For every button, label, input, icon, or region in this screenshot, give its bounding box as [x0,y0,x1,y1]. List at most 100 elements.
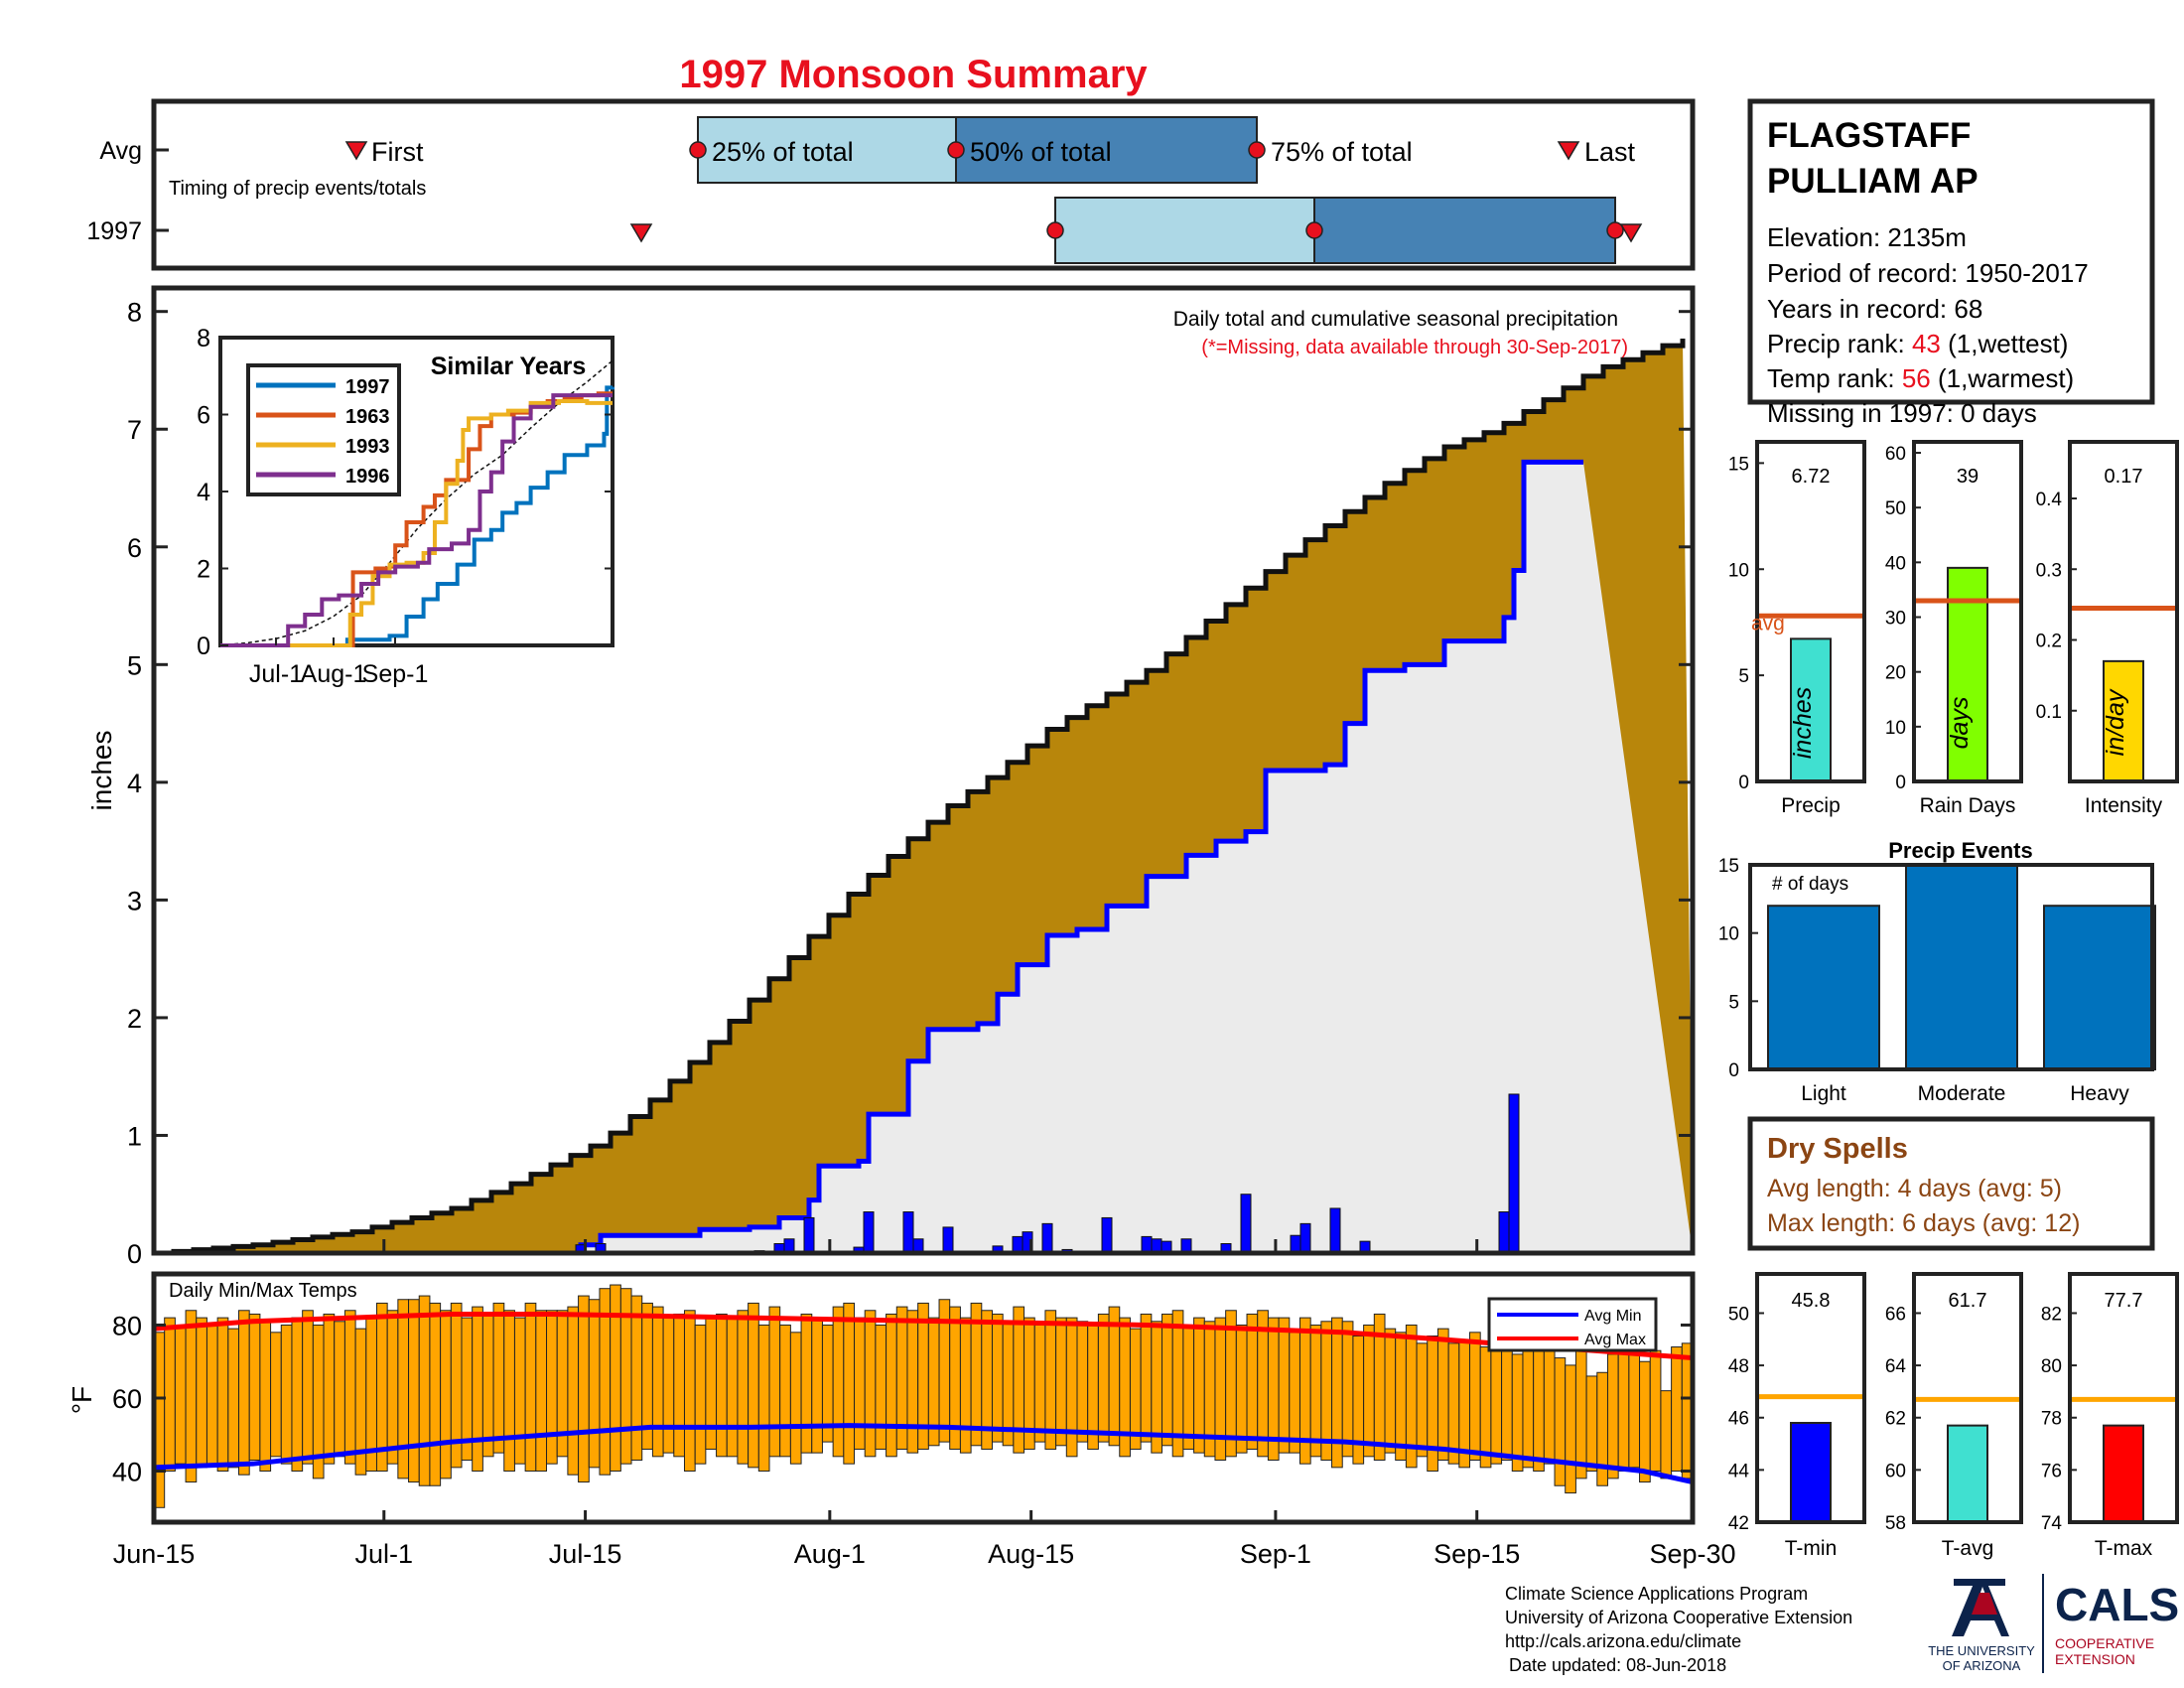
precip-events-note: # of days [1772,874,1848,895]
temp-bar [164,1317,176,1473]
summary-bar-tick: 0.3 [2036,560,2062,581]
temp-bar [811,1317,823,1454]
inset-legend-1996: 1996 [345,466,390,488]
temp-bar [832,1306,845,1458]
daily-precip-bar [942,1226,954,1254]
summary-bar-value-text: 39 [1957,466,1979,488]
precip-events-chart: Precip Events # of days Light Moderate Hea… [1718,838,2156,1105]
p25-label: 25% of total [712,137,854,167]
summary-bar-unit: in/day [2102,688,2129,756]
temp-bar [726,1317,739,1458]
temp-bar [1574,1349,1587,1479]
inset-x-tick: Aug-1 [301,660,367,688]
temp-bar [1639,1360,1651,1483]
temp-summary-tick: 66 [1885,1304,1906,1325]
footer: Climate Science Applications Program Uni… [1505,1574,2179,1675]
temp-bar [1384,1328,1397,1454]
station-name-1: FLAGSTAFF [1767,116,1971,155]
dry-spells-avg: Avg length: 4 days (avg: 5) [1767,1175,2062,1202]
temp-bar [1246,1313,1259,1450]
summary-bar-unit: days [1946,697,1974,750]
daily-precip-bar [1299,1222,1311,1254]
p50-label: 50% of total [970,137,1112,167]
dry-spells-title: Dry Spells [1767,1133,1908,1165]
temp-bar [1554,1357,1567,1486]
temp-bar [1416,1342,1429,1458]
temp-summary-label: T-min [1785,1537,1838,1560]
main-y-tick: 1 [127,1121,142,1151]
temp-bar [1671,1346,1683,1473]
date-tick: Aug-15 [988,1539,1074,1569]
temp-bar [1278,1317,1291,1454]
temp-y-tick: 40 [112,1458,142,1487]
cals-sub-1: COOPERATIVE [2055,1635,2154,1651]
summary-bar-tick: 0.4 [2036,490,2063,510]
temp-bar [1565,1364,1576,1494]
temp-summary-tick: 60 [1885,1461,1906,1481]
date-tick: Jul-15 [549,1539,622,1569]
ua-line-1: THE UNIVERSITY [1928,1643,2035,1658]
temp-bar [757,1324,770,1473]
legend-avg-min: Avg Min [1584,1308,1642,1325]
temp-bar [1341,1321,1354,1458]
summary-bar-precip: 6.72 inches Precip avg 0 5 10 15 [1728,440,1866,817]
main-y-tick: 6 [127,533,142,563]
temp-bar [302,1310,314,1465]
summary-bar-unit: inches [1789,687,1817,759]
temp-bar [492,1302,505,1454]
temp-bar [503,1310,515,1473]
temp-bar [673,1313,685,1458]
temp-bar [248,1313,261,1461]
precip-event-tick: 15 [1718,856,1739,877]
year-box-25-50 [1054,197,1315,264]
temp-bar [1097,1313,1110,1443]
temp-summary-tick: 82 [2041,1304,2062,1325]
page-title: 1997 Monsoon Summary [679,53,1148,96]
temp-bar [1606,1353,1619,1479]
temp-summary-value: 45.8 [1792,1290,1831,1312]
inset-series-1997 [220,385,614,647]
temp-bar [991,1313,1004,1443]
temp-bar [216,1317,229,1473]
temp-bar [694,1324,707,1465]
daily-precip-bars [575,1093,1520,1254]
temp-bar [323,1313,336,1465]
date-tick: Aug-1 [794,1539,866,1569]
summary-bar-value [1947,566,1988,782]
inset-series [220,385,614,647]
temp-legend: Avg Min Avg Max [1487,1297,1658,1352]
temp-bar [440,1310,452,1479]
temp-y-axis: 40 60 80 [112,1311,1693,1487]
temp-bar [970,1302,983,1447]
main-y-tick: 0 [127,1239,142,1269]
precip-event-category: Light [1801,1082,1846,1105]
year-last-marker [1619,223,1643,243]
daily-precip-bar [1498,1211,1510,1254]
footer-line-4: Date updated: 08-Jun-2018 [1509,1655,1726,1675]
temp-bar [1193,1317,1205,1454]
temp-summary-tick: 80 [2041,1356,2062,1377]
footer-line-2: University of Arizona Cooperative Extens… [1505,1608,1852,1627]
temp-bar [683,1310,696,1473]
summary-bars: 6.72 inches Precip avg 0 5 10 15 39 days Rain Days… [1728,440,2179,817]
inset-series-1996 [220,393,613,647]
temp-bar [1182,1324,1195,1450]
temp-bar [196,1317,207,1469]
temp-bar [1257,1310,1269,1458]
temp-summary-tick: 74 [2041,1513,2063,1534]
summary-bar-tick: 0 [1895,773,1906,793]
temp-bar [1309,1324,1322,1458]
temp-bar [1076,1321,1089,1443]
temp-summary-tick: 46 [1728,1409,1749,1430]
temp-bar [1660,1390,1673,1479]
summary-bar-label: Precip [1781,794,1841,817]
date-tick: Sep-30 [1649,1539,1735,1569]
main-y-tick: 2 [127,1004,142,1034]
temp-bar [291,1317,304,1473]
temp-rank: Temp rank: 56 (1,warmest) [1767,363,2074,393]
summary-bar-value [2103,659,2144,782]
summary-bar-tick: 0.2 [2036,632,2062,652]
temp-bar [1617,1346,1630,1473]
temp-bar [864,1310,877,1458]
temp-bar [1490,1338,1503,1465]
